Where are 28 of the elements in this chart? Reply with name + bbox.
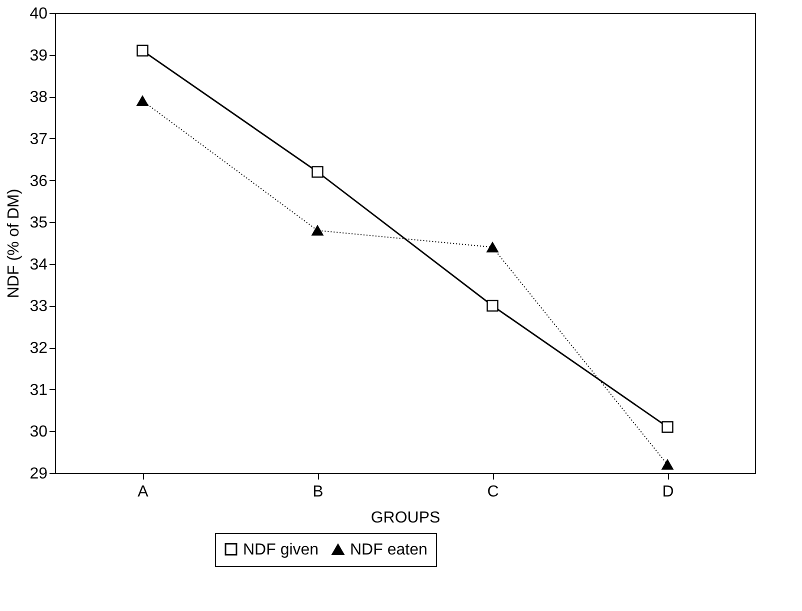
y-tick-label: 37	[30, 130, 48, 148]
y-tick-label: 38	[30, 89, 48, 106]
point	[136, 96, 148, 106]
point	[312, 225, 324, 236]
point	[486, 242, 498, 252]
x-axis-title: GROUPS	[370, 510, 440, 526]
x-tick-label: A	[138, 484, 149, 500]
x-tick-label: D	[662, 484, 674, 500]
legend-label: NDF eaten	[350, 542, 428, 558]
point	[312, 166, 324, 178]
y-tick-label: 34	[30, 256, 48, 274]
x-tick-label: C	[487, 484, 499, 500]
y-tick-label: 31	[30, 382, 48, 399]
x-tick-label: B	[312, 484, 324, 500]
y-axis-title: NDF (% of DM)	[6, 188, 23, 298]
y-tick-label: 30	[30, 424, 48, 441]
y-tick-label: 39	[30, 47, 48, 64]
legend-label: NDF given	[243, 541, 319, 558]
point	[662, 459, 674, 470]
y-tick-label: 32	[30, 340, 48, 358]
y-tick-label: 33	[30, 298, 48, 316]
point	[486, 300, 498, 312]
y-tick-label: 35	[30, 214, 48, 232]
y-tick-label: 29	[30, 466, 48, 482]
point	[136, 44, 148, 56]
point	[662, 421, 674, 433]
y-tick-label: 40	[30, 6, 48, 22]
y-tick-label: 36	[30, 172, 48, 190]
